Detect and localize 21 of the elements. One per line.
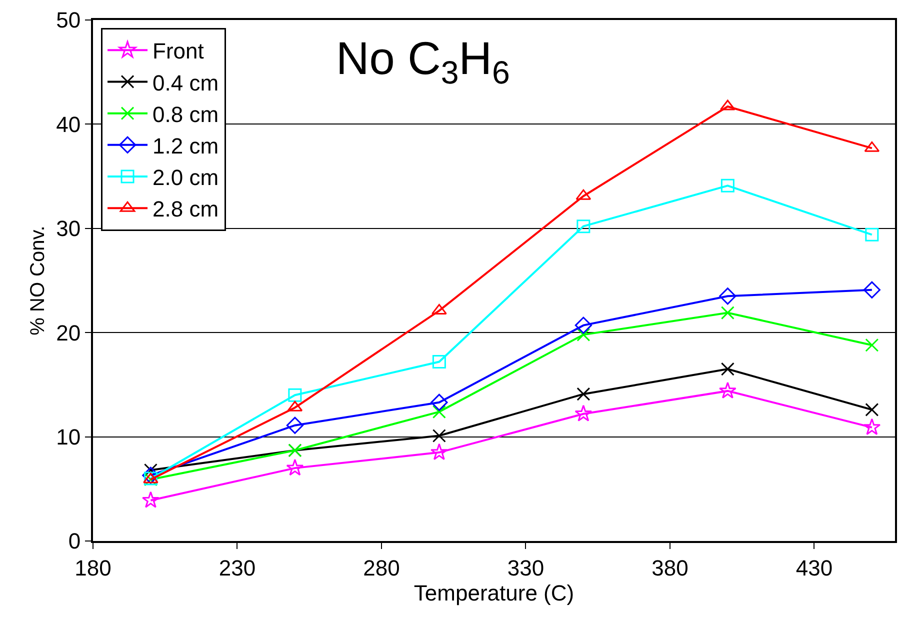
legend-label: 2.0 cm: [152, 165, 219, 190]
legend-label: 0.8 cm: [152, 102, 219, 127]
legend-label: 0.4 cm: [152, 70, 219, 96]
x-tick-label: 380: [652, 555, 688, 580]
x-tick-label: 430: [796, 555, 833, 580]
y-tick-label: 30: [56, 216, 81, 242]
y-axis-title: % NO Conv.: [27, 226, 50, 336]
y-tick-label: 0: [68, 528, 81, 554]
x-tick-label: 180: [74, 555, 112, 580]
legend-label: 1.2 cm: [152, 133, 219, 158]
y-tick-label: 10: [56, 424, 81, 450]
y-tick-label: 40: [56, 112, 81, 137]
x-tick-label: 230: [218, 555, 256, 580]
y-tick-label: 50: [56, 8, 81, 33]
x-tick-label: 330: [507, 555, 544, 580]
legend-label: Front: [152, 38, 204, 64]
y-tick-label: 20: [56, 320, 81, 346]
x-axis-title: Temperature (C): [414, 580, 574, 606]
chart-title: No C$_{3}$H$_{6}$: [336, 32, 510, 91]
x-tick-label: 280: [363, 555, 400, 580]
legend-label: 2.8 cm: [152, 196, 219, 222]
